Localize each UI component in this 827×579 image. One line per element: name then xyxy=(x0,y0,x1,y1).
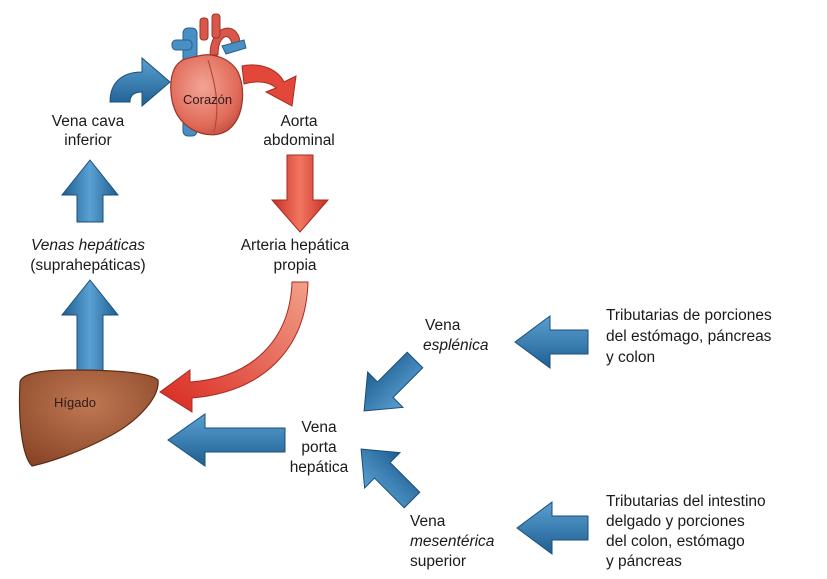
svg-text:superior: superior xyxy=(410,553,466,570)
svg-text:abdominal: abdominal xyxy=(263,132,335,149)
svg-text:hepática: hepática xyxy=(290,459,349,476)
svg-text:Vena cava: Vena cava xyxy=(52,113,125,130)
arrow-mesenteric-to-portal xyxy=(360,448,421,509)
label-tributarias-esplenica: Tributarias de porciones del estómago, p… xyxy=(606,307,772,366)
arrow-vena-cava-to-heart xyxy=(109,56,171,108)
svg-text:Venas hepáticas: Venas hepáticas xyxy=(31,237,145,254)
arrow-splenic-to-portal xyxy=(363,351,424,412)
label-arteria-hepatica-propia: Arteria hepática propia xyxy=(241,237,350,274)
label-vena-esplenica: Vena esplénica xyxy=(423,317,489,354)
label-venas-hepaticas: Venas hepáticas (suprahepáticas) xyxy=(30,237,145,274)
svg-text:Tributarias de porciones: Tributarias de porciones xyxy=(606,307,772,324)
svg-text:y páncreas: y páncreas xyxy=(606,553,682,570)
svg-text:del estómago, páncreas: del estómago, páncreas xyxy=(606,328,772,345)
arrow-portal-vein-to-liver xyxy=(167,413,286,467)
svg-text:(suprahepáticas): (suprahepáticas) xyxy=(30,257,145,274)
svg-text:delgado y porciones: delgado y porciones xyxy=(606,513,745,530)
liver-label: Hígado xyxy=(54,395,96,410)
svg-text:esplénica: esplénica xyxy=(423,337,489,354)
svg-text:mesentérica: mesentérica xyxy=(410,533,495,550)
svg-text:del colon, estómago: del colon, estómago xyxy=(606,533,745,550)
svg-text:Vena: Vena xyxy=(301,419,337,436)
label-vena-porta-hepatica: Vena porta hepática xyxy=(290,419,349,476)
arrow-tributaries-to-splenic xyxy=(514,315,589,369)
svg-text:Arteria hepática: Arteria hepática xyxy=(241,237,350,254)
svg-text:propia: propia xyxy=(273,257,316,274)
svg-text:y colon: y colon xyxy=(606,349,655,366)
label-aorta-abdominal: Aorta abdominal xyxy=(263,113,335,149)
arrow-hepatic-veins-to-vena-cava xyxy=(60,159,120,223)
arrow-aorta-to-hepatic-artery xyxy=(270,154,330,233)
heart-label: Corazón xyxy=(183,92,232,107)
svg-text:Tributarias del intestino: Tributarias del intestino xyxy=(606,493,766,510)
svg-text:Vena: Vena xyxy=(425,317,461,334)
svg-text:Aorta: Aorta xyxy=(280,113,317,130)
heart-illustration: Corazón xyxy=(170,13,247,137)
label-vena-mesenterica-superior: Vena mesentérica superior xyxy=(410,513,495,570)
arrow-hepatic-artery-to-liver xyxy=(159,281,309,413)
arrow-heart-to-aorta xyxy=(241,64,297,107)
label-tributarias-mesenterica: Tributarias del intestino delgado y porc… xyxy=(606,493,766,570)
arrow-tributaries-to-mesenteric xyxy=(516,501,589,555)
label-vena-cava-inferior: Vena cava inferior xyxy=(52,113,125,149)
svg-text:inferior: inferior xyxy=(64,132,111,149)
liver-illustration: Hígado xyxy=(18,369,159,467)
svg-text:porta: porta xyxy=(301,439,337,456)
arrow-liver-to-hepatic-veins xyxy=(60,279,120,373)
svg-text:Vena: Vena xyxy=(410,513,446,530)
